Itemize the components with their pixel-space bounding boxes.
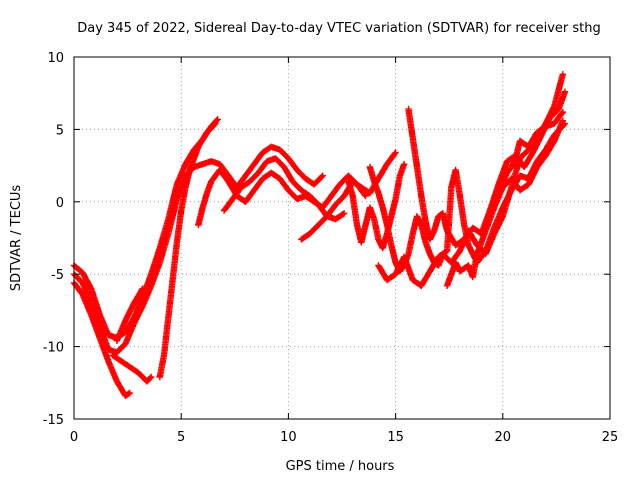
y-axis-label: SDTVAR / TECUs bbox=[9, 185, 24, 292]
series-track-7 bbox=[195, 166, 369, 229]
x-tick-label: 10 bbox=[280, 430, 297, 445]
x-tick-label: 0 bbox=[70, 430, 78, 445]
plot-frame bbox=[73, 56, 611, 420]
x-tick-label: 20 bbox=[495, 430, 512, 445]
grid bbox=[74, 57, 610, 419]
data-point-markers bbox=[113, 285, 146, 344]
x-tick-label: 15 bbox=[387, 430, 404, 445]
data-point-markers bbox=[156, 120, 219, 381]
series-track-9 bbox=[298, 149, 399, 243]
x-tick-label: 5 bbox=[177, 430, 185, 445]
y-tick-label: 0 bbox=[56, 196, 64, 211]
data-points bbox=[70, 71, 569, 399]
data-point-markers bbox=[70, 279, 133, 399]
x-axis: 0 5 10 15 20 25 bbox=[70, 57, 618, 445]
y-tick-label: 10 bbox=[47, 51, 64, 66]
chart-title: Day 345 of 2022, Sidereal Day-to-day VTE… bbox=[77, 21, 601, 36]
data-point-markers bbox=[195, 166, 369, 229]
data-point-markers bbox=[482, 108, 567, 232]
series-track-6 bbox=[156, 120, 219, 381]
y-tick-label: 5 bbox=[56, 123, 64, 138]
data-point-markers bbox=[298, 149, 399, 243]
y-tick-label: -10 bbox=[43, 341, 64, 356]
series-track-5 bbox=[113, 285, 146, 344]
series-track-10 bbox=[345, 160, 408, 252]
x-tick-label: 25 bbox=[602, 430, 619, 445]
series-track-3 bbox=[70, 279, 133, 399]
x-axis-label: GPS time / hours bbox=[286, 459, 395, 474]
y-tick-label: -15 bbox=[43, 413, 64, 428]
y-axis: -15 -10 -5 0 5 10 bbox=[43, 51, 610, 428]
data-point-markers bbox=[109, 352, 155, 385]
y-tick-label: -5 bbox=[51, 268, 64, 283]
series-track-4 bbox=[109, 352, 155, 385]
data-point-markers bbox=[345, 160, 408, 252]
series-track-15 bbox=[482, 108, 567, 232]
